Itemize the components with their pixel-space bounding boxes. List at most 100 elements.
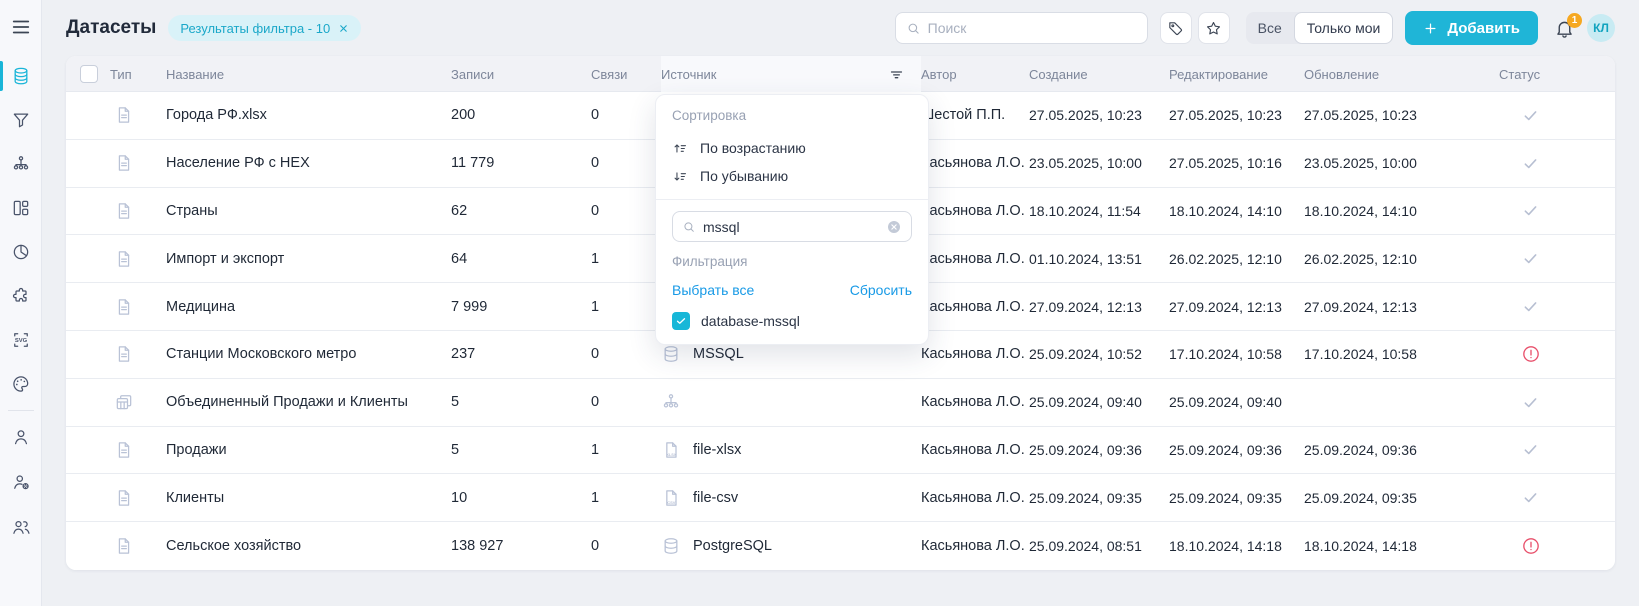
status-cell bbox=[1499, 536, 1615, 556]
select-all-link[interactable]: Выбрать все bbox=[672, 282, 755, 298]
links-count: 0 bbox=[591, 155, 600, 172]
database-icon bbox=[661, 344, 681, 364]
sort-ascending-option[interactable]: По возрастанию bbox=[672, 134, 912, 162]
status-cell bbox=[1499, 249, 1615, 268]
favorites-button[interactable] bbox=[1197, 12, 1230, 44]
puzzle-icon bbox=[11, 286, 31, 306]
sidebar-item-hierarchy[interactable] bbox=[9, 152, 33, 176]
table-row[interactable]: Продажи 5 1 XLSX file-xlsx Касьянова Л.О. 25.0… bbox=[66, 426, 1615, 475]
notifications-button[interactable]: 1 bbox=[1554, 12, 1582, 39]
status-ok-icon bbox=[1521, 488, 1607, 507]
created-cell: 18.10.2024, 11:54 bbox=[1029, 202, 1141, 219]
sidebar-item-palette[interactable] bbox=[9, 372, 33, 396]
add-dataset-button[interactable]: Добавить bbox=[1405, 11, 1538, 45]
type-cell bbox=[110, 536, 166, 556]
created-cell: 27.09.2024, 12:13 bbox=[1029, 298, 1142, 315]
sidebar-item-pie-chart[interactable] bbox=[9, 240, 33, 264]
search-input[interactable] bbox=[927, 20, 1137, 36]
table-row[interactable]: Клиенты 10 1 CSV file-csv Касьянова Л.О. 25.09… bbox=[66, 474, 1615, 523]
sidebar-item-svg-assets[interactable]: SVG bbox=[9, 328, 33, 352]
source-label: file-xlsx bbox=[693, 441, 742, 458]
author-cell: Касьянова Л.О. bbox=[921, 394, 1025, 411]
edited-cell: 25.09.2024, 09:35 bbox=[1169, 489, 1282, 506]
source-cell: CSV file-csv bbox=[661, 488, 921, 508]
users-icon bbox=[11, 517, 31, 537]
author-cell: Касьянова Л.О. bbox=[921, 538, 1025, 555]
dataset-name: Сельское хозяйство bbox=[166, 538, 302, 555]
column-filter-icon[interactable] bbox=[888, 66, 905, 83]
file-icon bbox=[114, 536, 158, 556]
file-icon bbox=[114, 297, 158, 317]
status-cell bbox=[1499, 297, 1615, 316]
source-label: file-csv bbox=[693, 489, 739, 506]
filter-section-label: Фильтрация bbox=[672, 254, 748, 269]
records-count: 62 bbox=[451, 202, 468, 219]
edited-cell: 18.10.2024, 14:18 bbox=[1169, 538, 1282, 555]
status-cell bbox=[1499, 201, 1615, 220]
sidebar-item-users[interactable] bbox=[9, 515, 33, 539]
checked-checkbox[interactable] bbox=[672, 312, 690, 330]
links-count: 0 bbox=[591, 202, 600, 219]
clear-circle-icon bbox=[888, 220, 900, 233]
source-label: PostgreSQL bbox=[693, 538, 772, 555]
palette-icon bbox=[11, 374, 31, 394]
links-count: 1 bbox=[591, 298, 600, 315]
hierarchy-icon bbox=[11, 154, 31, 174]
type-cell bbox=[110, 201, 166, 221]
filter-actions: Выбрать все Сбросить bbox=[672, 282, 912, 298]
sort-descending-option[interactable]: По убыванию bbox=[672, 162, 912, 190]
table-row[interactable]: Объединенный Продажи и Клиенты 5 0 Касьянов… bbox=[66, 378, 1615, 427]
user-avatar[interactable]: КЛ bbox=[1587, 14, 1615, 42]
tag-icon bbox=[1169, 21, 1183, 35]
filter-results-badge: Результаты фильтра - 10 bbox=[168, 15, 362, 41]
filter-icon bbox=[11, 110, 31, 130]
filter-search-input[interactable] bbox=[703, 218, 879, 235]
clear-filter-button[interactable] bbox=[338, 23, 349, 34]
sidebar-item-puzzle[interactable] bbox=[9, 284, 33, 308]
created-cell: 25.09.2024, 08:51 bbox=[1029, 538, 1142, 555]
header-status: Статус bbox=[1499, 66, 1541, 82]
search-icon bbox=[908, 23, 919, 34]
created-cell: 25.09.2024, 10:52 bbox=[1029, 346, 1142, 363]
dataset-name: Страны bbox=[166, 202, 218, 219]
status-cell bbox=[1499, 488, 1615, 507]
status-ok-icon bbox=[1521, 297, 1607, 316]
dataset-name: Продажи bbox=[166, 441, 227, 458]
sidebar-item-filter[interactable] bbox=[9, 108, 33, 132]
sidebar-item-user-settings[interactable] bbox=[9, 470, 33, 494]
ownership-toggle: Все Только мои bbox=[1245, 12, 1394, 44]
sidebar-item-layouts[interactable] bbox=[9, 196, 33, 220]
filter-option-database-mssql[interactable]: database-mssql bbox=[672, 312, 912, 330]
select-all-checkbox[interactable] bbox=[80, 65, 98, 83]
tags-button[interactable] bbox=[1159, 12, 1192, 44]
status-cell bbox=[1499, 393, 1615, 412]
toggle-all[interactable]: Все bbox=[1257, 20, 1282, 36]
links-count: 1 bbox=[591, 489, 600, 506]
clear-search-button[interactable] bbox=[886, 219, 902, 235]
reset-link[interactable]: Сбросить bbox=[849, 282, 912, 298]
updated-cell: 23.05.2025, 10:00 bbox=[1304, 155, 1417, 172]
toggle-only-mine[interactable]: Только мои bbox=[1293, 12, 1394, 44]
menu-toggle-button[interactable] bbox=[10, 16, 32, 38]
sidebar-item-datasets[interactable] bbox=[0, 61, 33, 91]
sidebar-item-user[interactable] bbox=[9, 425, 33, 449]
updated-cell: 25.09.2024, 09:35 bbox=[1304, 489, 1417, 506]
links-count: 0 bbox=[591, 346, 600, 363]
dataset-name: Медицина bbox=[166, 298, 236, 315]
hamburger-icon bbox=[12, 20, 29, 34]
file-icon bbox=[114, 105, 158, 125]
edited-cell: 27.05.2025, 10:16 bbox=[1169, 155, 1282, 172]
status-error-icon bbox=[1521, 536, 1607, 556]
table-row[interactable]: Сельское хозяйство 138 927 0 PostgreSQL Кась… bbox=[66, 522, 1615, 570]
sidebar-nav: SVG bbox=[0, 61, 33, 396]
header-source[interactable]: Источник bbox=[661, 56, 921, 92]
records-count: 11 779 bbox=[451, 155, 495, 172]
updated-cell: 18.10.2024, 14:18 bbox=[1304, 538, 1417, 555]
sidebar-divider bbox=[7, 410, 34, 411]
page-title: Датасеты bbox=[66, 17, 157, 38]
header-name: Название bbox=[166, 66, 225, 82]
dropdown-divider bbox=[656, 199, 928, 200]
header-edited: Редактирование bbox=[1169, 66, 1269, 82]
created-cell: 25.09.2024, 09:40 bbox=[1029, 394, 1142, 411]
sort-section-label: Сортировка bbox=[672, 108, 747, 123]
